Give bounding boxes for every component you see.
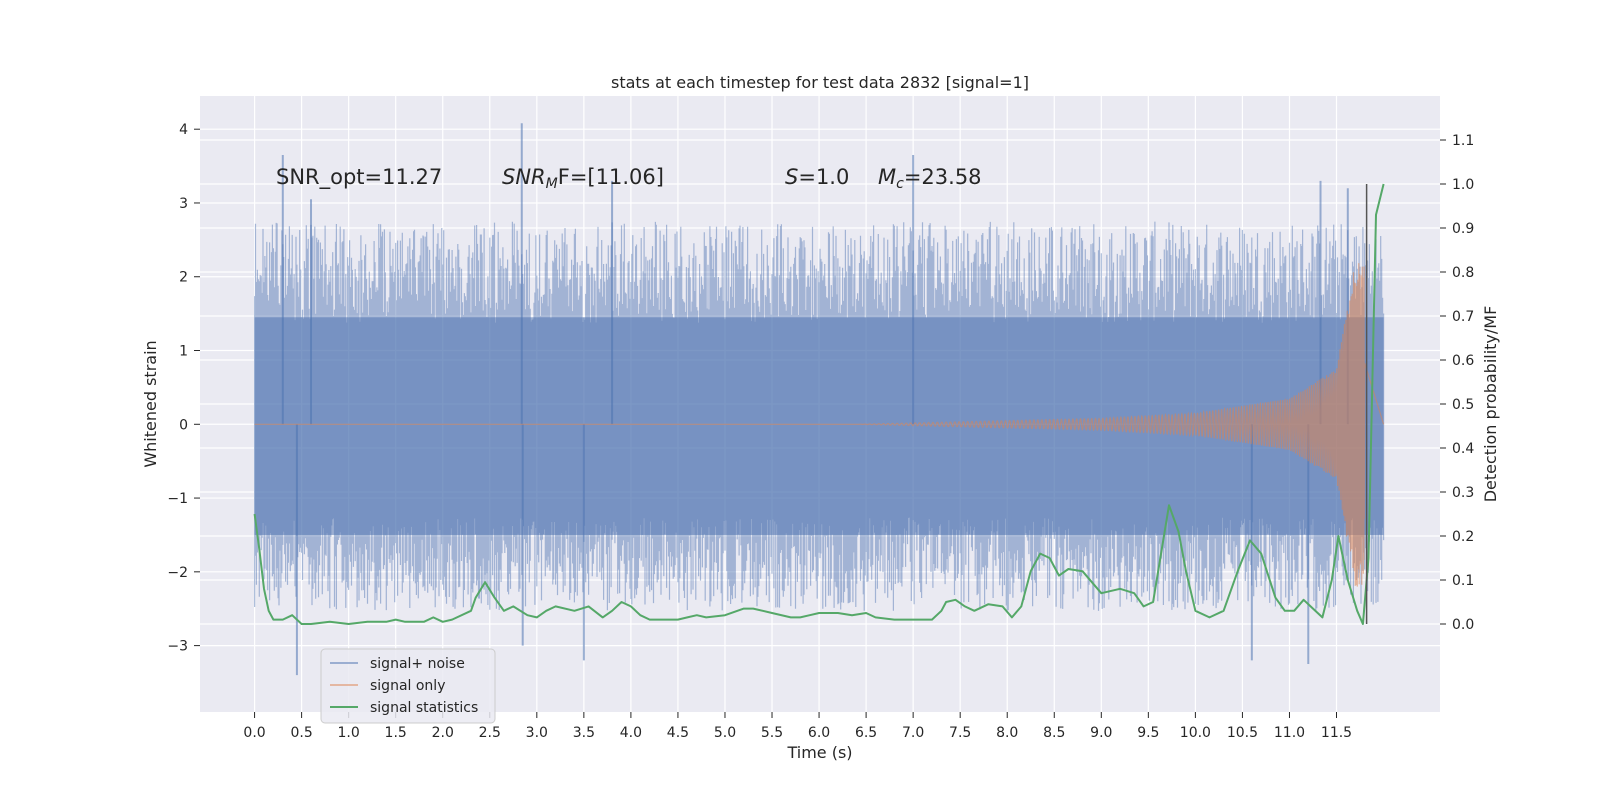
x-tick-label: 1.0	[338, 725, 360, 741]
x-tick-label: 9.0	[1090, 725, 1112, 741]
x-tick-label: 6.5	[855, 725, 877, 741]
x-tick-label: 0.0	[243, 725, 265, 741]
y-tick-label-right: 0.4	[1452, 441, 1474, 457]
chart-title: stats at each timestep for test data 283…	[611, 73, 1029, 92]
x-tick-label: 0.5	[290, 725, 312, 741]
snr-mf-symbol: SNR	[502, 165, 546, 189]
legend-label-signal-statistics: signal statistics	[370, 700, 478, 716]
y-tick-label-right: 0.6	[1452, 353, 1474, 369]
series-signal-only	[254, 263, 1385, 587]
y-tick-label-right: 0.3	[1452, 485, 1474, 501]
snr-mf-subscript: M	[546, 176, 558, 192]
y-tick-label-left: −3	[167, 639, 188, 655]
y-tick-label-left: −1	[167, 491, 188, 507]
signal-only-line	[254, 263, 1385, 587]
x-tick-label: 3.0	[526, 725, 548, 741]
y-tick-label-right: 0.5	[1452, 397, 1474, 413]
x-tick-label: 8.0	[996, 725, 1018, 741]
y-tick-label-right: 1.0	[1452, 177, 1474, 193]
y-tick-label-left: 1	[179, 344, 188, 360]
x-tick-label: 6.0	[808, 725, 830, 741]
noise-core-band	[254, 317, 1384, 535]
x-tick-label: 7.5	[949, 725, 971, 741]
y-tick-label-left: 0	[179, 417, 188, 433]
annotation-snr-opt: SNR_opt=11.27	[276, 165, 442, 190]
x-tick-label: 11.0	[1274, 725, 1305, 741]
y-tick-label-left: 2	[179, 270, 188, 286]
legend-label-signal-only: signal only	[370, 678, 445, 694]
series-signal-statistics	[253, 183, 1385, 625]
y-tick-label-right: 0.0	[1452, 617, 1474, 633]
mc-subscript: c	[896, 176, 904, 192]
x-tick-label: 3.5	[573, 725, 595, 741]
annotation-mc: Mc=23.58	[878, 165, 982, 192]
mc-value: =23.58	[904, 165, 982, 189]
x-tick-label: 11.5	[1321, 725, 1352, 741]
axis-ticks: 0.0 0.5 1.0 1.5 2.0 2.5 3.0 3.5 4.0 4.5 5.0 5.5 6.0 6…	[167, 122, 1474, 741]
x-tick-label: 1.5	[385, 725, 407, 741]
y-tick-label-right: 0.7	[1452, 309, 1474, 325]
y-tick-label-left: −2	[167, 565, 188, 581]
annotation-s: S=1.0	[785, 165, 849, 189]
annotation-snr-mf: SNRMF=[11.06]	[502, 165, 664, 192]
x-tick-label: 10.0	[1180, 725, 1211, 741]
x-tick-label: 4.5	[667, 725, 689, 741]
x-tick-label: 4.0	[620, 725, 642, 741]
s-value: =1.0	[798, 165, 849, 189]
y-tick-label-left: 4	[179, 122, 188, 138]
x-axis-label: Time (s)	[786, 743, 852, 762]
x-tick-label: 2.0	[432, 725, 454, 741]
snr-mf-value: F=[11.06]	[558, 165, 664, 189]
y-axis-label-left: Whitened strain	[141, 340, 160, 467]
y-tick-label-right: 0.8	[1452, 265, 1474, 281]
y-tick-label-left: 3	[179, 196, 188, 212]
x-tick-label: 2.5	[479, 725, 501, 741]
x-tick-label: 5.0	[714, 725, 736, 741]
x-tick-label: 8.5	[1043, 725, 1065, 741]
signal-statistics-line	[253, 183, 1385, 625]
y-tick-label-right: 1.1	[1452, 133, 1474, 149]
x-tick-label: 9.5	[1137, 725, 1159, 741]
x-tick-label: 7.0	[902, 725, 924, 741]
s-symbol: S	[785, 165, 798, 189]
y-tick-label-right: 0.2	[1452, 529, 1474, 545]
y-tick-label-right: 0.9	[1452, 221, 1474, 237]
x-tick-label: 5.5	[761, 725, 783, 741]
x-tick-label: 10.5	[1227, 725, 1258, 741]
y-tick-label-right: 0.1	[1452, 573, 1474, 589]
mc-symbol: M	[878, 165, 896, 189]
legend: signal+ noise signal only signal statist…	[320, 648, 496, 724]
legend-label-signal-noise: signal+ noise	[370, 656, 465, 672]
y-axis-label-right: Detection probability/MF	[1481, 306, 1500, 503]
legend-box	[320, 648, 496, 724]
